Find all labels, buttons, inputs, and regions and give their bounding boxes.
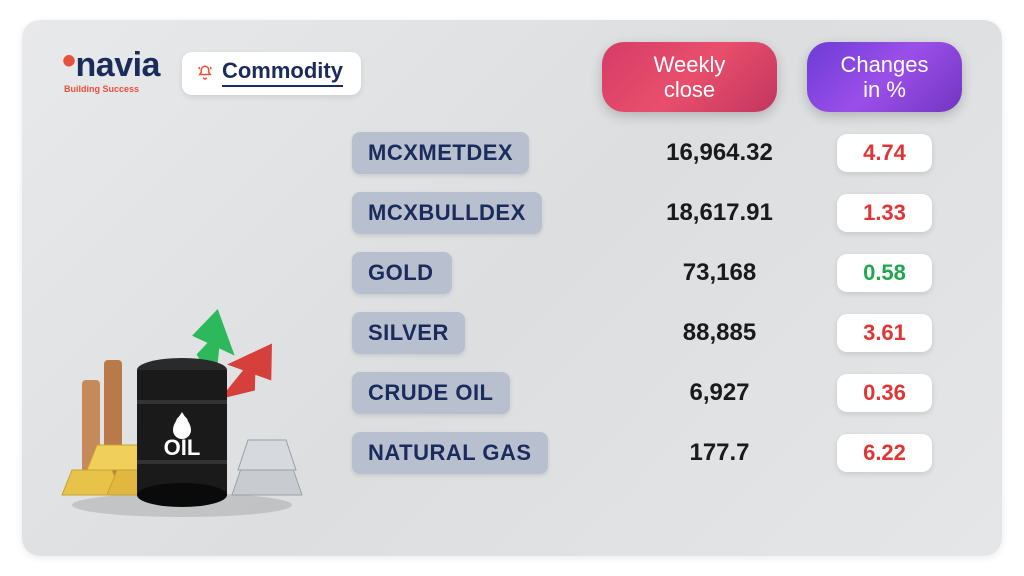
change-pct-value: 6.22 [837,434,932,472]
brand-name: •navia [62,48,160,82]
change-pct-value: 0.58 [837,254,932,292]
oil-barrel-icon: OIL [137,358,227,507]
commodity-table: MCXMETDEX 16,964.32 4.74 MCXBULLDEX 18,6… [352,132,962,492]
header-changes-pct: Changesin % [807,42,962,112]
commodity-name: GOLD [352,252,452,294]
brand-tagline: Building Success [64,84,139,94]
header-close-text: Weeklyclose [602,52,777,103]
weekly-close-value: 88,885 [632,319,807,347]
brand-logo: •navia Building Success [62,48,160,94]
commodity-name: CRUDE OIL [352,372,510,414]
barrel-label: OIL [164,435,201,460]
table-row: MCXBULLDEX 18,617.91 1.33 [352,192,962,234]
change-pct-value: 0.36 [837,374,932,412]
weekly-close-value: 73,168 [632,259,807,287]
commodity-name: MCXBULLDEX [352,192,542,234]
change-pct-value: 3.61 [837,314,932,352]
commodity-name: MCXMETDEX [352,132,529,174]
weekly-close-value: 6,927 [632,379,807,407]
header-change-text: Changesin % [807,52,962,103]
weekly-close-value: 18,617.91 [632,199,807,227]
commodity-illustration: OIL [52,300,312,520]
category-badge: Commodity [182,52,361,95]
column-headers: Weeklyclose Changesin % [602,42,962,112]
table-row: CRUDE OIL 6,927 0.36 [352,372,962,414]
bell-icon [196,64,214,82]
change-pct-value: 4.74 [837,134,932,172]
header-weekly-close: Weeklyclose [602,42,777,112]
silver-stack-icon [232,440,302,495]
table-row: NATURAL GAS 177.7 6.22 [352,432,962,474]
weekly-close-value: 16,964.32 [632,139,807,167]
commodity-card: •navia Building Success Commodity Weekly… [22,20,1002,556]
table-row: MCXMETDEX 16,964.32 4.74 [352,132,962,174]
change-pct-value: 1.33 [837,194,932,232]
badge-label: Commodity [222,58,343,87]
table-row: GOLD 73,168 0.58 [352,252,962,294]
commodity-name: NATURAL GAS [352,432,548,474]
table-row: SILVER 88,885 3.61 [352,312,962,354]
commodity-name: SILVER [352,312,465,354]
weekly-close-value: 177.7 [632,439,807,467]
